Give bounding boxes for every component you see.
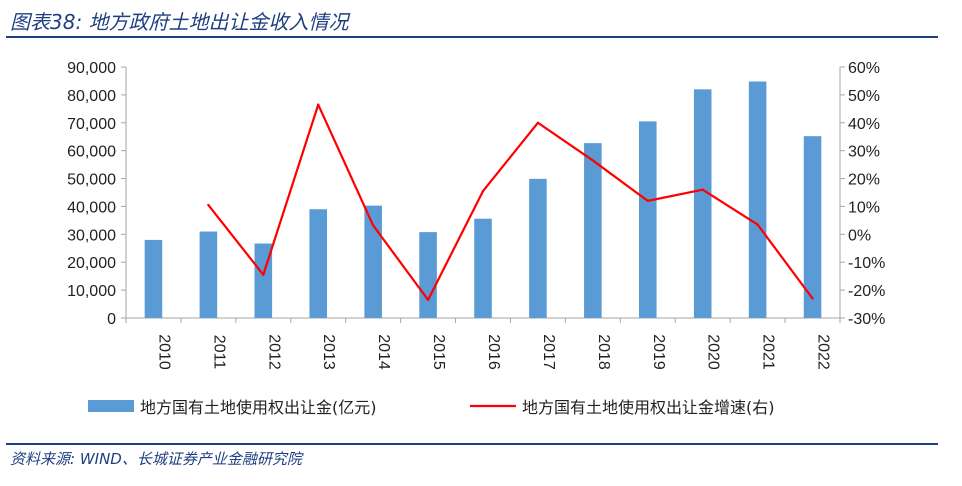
bar bbox=[638, 121, 657, 318]
bar bbox=[584, 143, 602, 318]
left-axis-tick-label: 80,000 bbox=[67, 88, 116, 105]
source-divider bbox=[6, 443, 938, 445]
axes: 0 10,000 20,000 30,000 40,000 50,000 60,000 70,… bbox=[67, 60, 885, 370]
growth-line bbox=[207, 103, 814, 301]
x-axis-tick-label: 2021 bbox=[760, 334, 777, 370]
bar bbox=[529, 178, 547, 318]
left-axis-tick-label: 10,000 bbox=[67, 283, 116, 300]
left-axis-tick-label: 40,000 bbox=[67, 199, 116, 216]
legend-line-label: 地方国有土地使用权出让金增速(右) bbox=[522, 398, 775, 417]
x-axis-tick-label: 2019 bbox=[650, 334, 667, 370]
title-divider bbox=[6, 36, 938, 38]
line-point bbox=[426, 298, 430, 302]
legend-bar-label: 地方国有土地使用权出让金(亿元) bbox=[140, 398, 377, 417]
bar bbox=[144, 239, 163, 318]
right-axis-tick-label: -20% bbox=[848, 283, 885, 300]
left-axis-tick-label: 50,000 bbox=[67, 172, 116, 189]
x-axis-tick-label: 2015 bbox=[430, 334, 447, 370]
left-axis-tick-label: 60,000 bbox=[67, 144, 116, 161]
source-note: 资料来源: WIND、长城证券产业金融研究院 bbox=[10, 450, 302, 468]
x-axis-tick-label: 2013 bbox=[320, 334, 337, 370]
line-point bbox=[701, 188, 704, 191]
bar bbox=[419, 232, 437, 318]
bar bbox=[199, 231, 218, 318]
right-axis-tick-label: 10% bbox=[848, 199, 880, 216]
line-point bbox=[371, 224, 375, 227]
right-axis-tick-label: 30% bbox=[848, 144, 880, 161]
right-axis-tick-label: 50% bbox=[848, 88, 880, 105]
bar bbox=[474, 218, 492, 318]
left-axis-tick-label: 20,000 bbox=[67, 255, 116, 272]
line-series bbox=[207, 103, 814, 302]
legend: 地方国有土地使用权出让金(亿元) 地方国有土地使用权出让金增速(右) bbox=[88, 398, 775, 417]
x-axis-tick-label: 2017 bbox=[540, 334, 557, 370]
right-axis-tick-label: 0% bbox=[848, 227, 871, 244]
line-point bbox=[646, 199, 649, 203]
bar bbox=[309, 209, 328, 318]
bar bbox=[364, 205, 382, 318]
line-point bbox=[262, 273, 265, 276]
legend-bar-swatch bbox=[88, 400, 134, 412]
right-axis-tick-label: -30% bbox=[848, 311, 885, 328]
line-point bbox=[591, 159, 595, 162]
x-axis-tick-label: 2018 bbox=[595, 334, 612, 370]
right-axis-tick-label: 20% bbox=[848, 172, 880, 189]
line-point bbox=[756, 223, 759, 226]
bar bbox=[748, 81, 767, 318]
right-axis-tick-label: -10% bbox=[848, 255, 885, 272]
left-axis-tick-label: 70,000 bbox=[67, 116, 116, 133]
bar bbox=[693, 89, 712, 318]
right-axis-tick-label: 40% bbox=[848, 116, 880, 133]
bar bbox=[803, 136, 822, 318]
chart-title: 图表38: 地方政府土地出让金收入情况 bbox=[10, 10, 349, 34]
left-axis-tick-label: 30,000 bbox=[67, 227, 116, 244]
x-axis-tick-label: 2022 bbox=[815, 334, 832, 370]
bar-series bbox=[144, 81, 822, 318]
x-axis-tick-label: 2011 bbox=[210, 335, 227, 370]
line-point bbox=[536, 121, 540, 124]
right-axis-tick-label: 60% bbox=[848, 60, 880, 77]
x-axis-tick-label: 2012 bbox=[265, 334, 282, 370]
x-axis-tick-label: 2010 bbox=[155, 334, 172, 370]
line-point bbox=[481, 189, 485, 193]
x-axis-tick-label: 2020 bbox=[705, 334, 722, 370]
line-point bbox=[317, 103, 320, 106]
left-axis-tick-label: 0 bbox=[107, 311, 116, 328]
left-axis-tick-label: 90,000 bbox=[67, 60, 116, 77]
line-point bbox=[811, 297, 814, 300]
x-axis-tick-label: 2014 bbox=[375, 334, 392, 370]
x-axis-tick-label: 2016 bbox=[485, 334, 502, 370]
line-point bbox=[207, 203, 210, 207]
